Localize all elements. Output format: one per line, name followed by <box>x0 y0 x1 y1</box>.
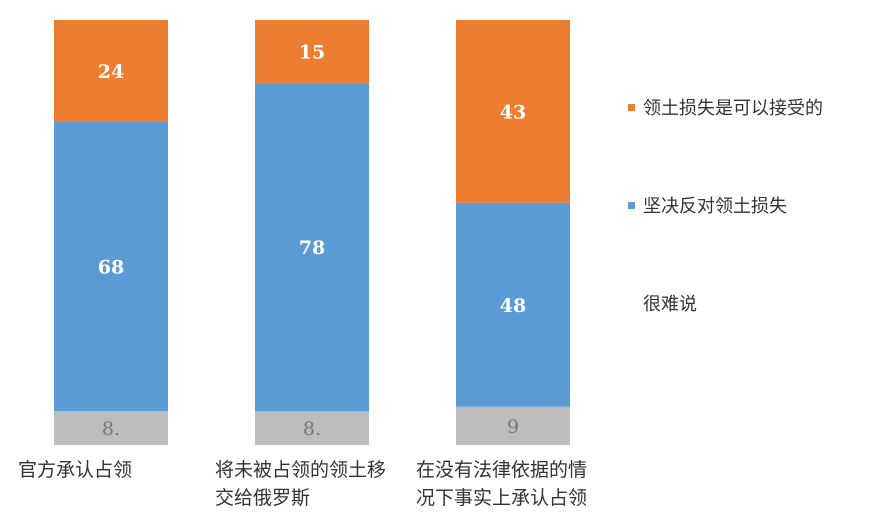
legend-label: 很难说 <box>643 294 697 315</box>
bar-segment <box>456 202 570 407</box>
legend-label: 领土损失是可以接受的 <box>643 98 823 119</box>
bar-segment <box>456 20 570 203</box>
bar-segment <box>456 406 570 445</box>
data-label: 68 <box>98 257 124 279</box>
data-label: 15 <box>299 42 325 64</box>
data-label: 78 <box>299 237 325 259</box>
data-label: 43 <box>500 101 526 123</box>
legend-label: 坚决反对领土损失 <box>643 196 787 217</box>
legend-item: 很难说 <box>628 290 697 316</box>
bar-segment <box>54 411 168 445</box>
legend-item: 坚决反对领土损失 <box>628 192 787 218</box>
legend-swatch <box>628 103 635 111</box>
bar-segment <box>255 83 369 412</box>
data-label: 8. <box>303 418 321 440</box>
bar-segment <box>255 20 369 84</box>
category-label: 将未被占领的领土移 交给俄罗斯 <box>215 459 387 509</box>
bar-segment <box>54 122 168 411</box>
legend-item: 领土损失是可以接受的 <box>628 94 823 120</box>
legend-swatch <box>628 201 635 209</box>
category-label: 在没有法律依据的情 况下事实上承认占领 <box>416 459 588 509</box>
data-label: 8. <box>102 418 120 440</box>
category-label: 官方承认占领 <box>18 459 133 481</box>
legend-swatch <box>628 300 635 307</box>
data-label: 24 <box>98 61 124 83</box>
bar-segment <box>255 411 369 445</box>
data-label: 48 <box>500 295 526 317</box>
bar-segment <box>54 20 168 122</box>
data-label: 9 <box>507 416 519 438</box>
